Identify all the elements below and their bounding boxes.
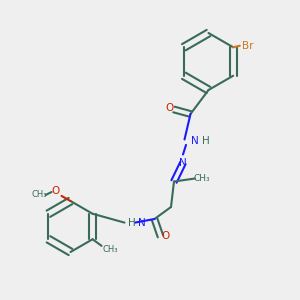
Text: N: N <box>179 158 187 168</box>
Text: O: O <box>165 103 174 113</box>
Text: Br: Br <box>242 41 253 51</box>
Text: N: N <box>191 136 199 146</box>
Text: H: H <box>128 218 135 228</box>
Text: CH₃: CH₃ <box>32 190 47 199</box>
Text: O: O <box>51 186 60 196</box>
Text: O: O <box>162 231 170 242</box>
Text: CH₃: CH₃ <box>193 174 210 183</box>
Text: CH₃: CH₃ <box>103 245 118 254</box>
Text: H: H <box>202 136 210 146</box>
Text: N: N <box>138 218 146 228</box>
